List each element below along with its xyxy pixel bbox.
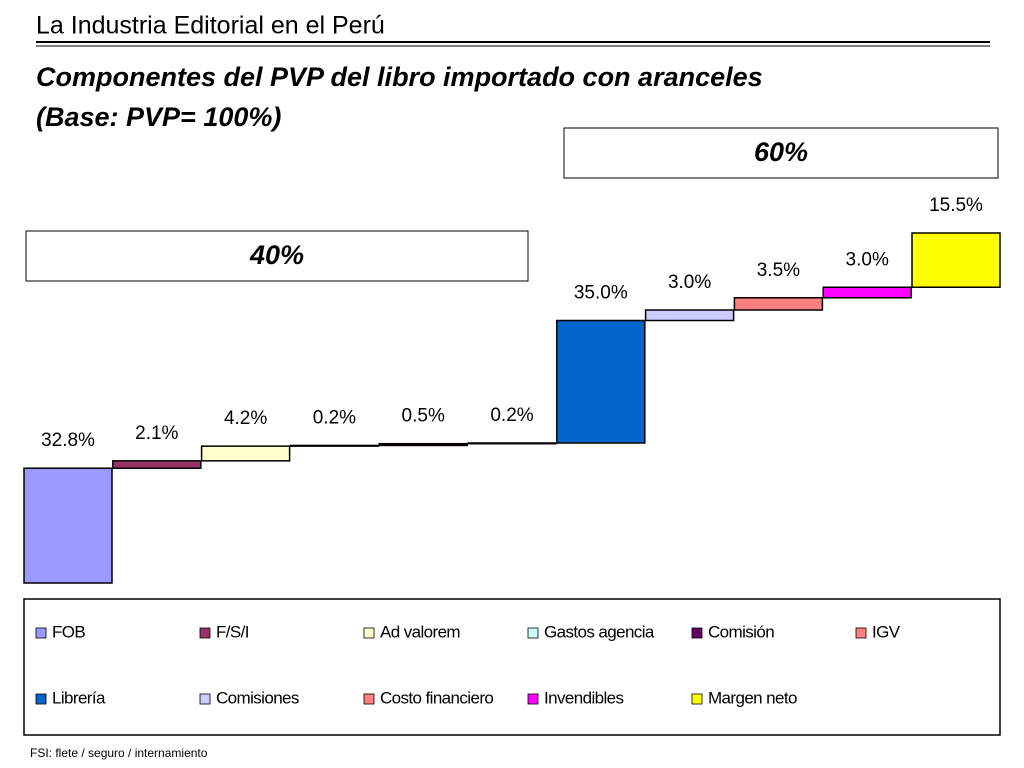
- legend-label: IGV: [872, 622, 901, 641]
- legend-swatch: [691, 627, 703, 639]
- legend-swatch: [35, 627, 47, 639]
- data-label: 0.2%: [490, 405, 533, 426]
- data-label: 3.0%: [846, 249, 889, 270]
- data-label: 32.8%: [41, 430, 95, 451]
- legend-label: Costo financiero: [380, 688, 493, 707]
- legend-swatch: [527, 627, 539, 639]
- legend-swatch: [199, 693, 211, 705]
- legend-swatch: [363, 693, 375, 705]
- bar: [822, 286, 912, 299]
- chart-subtitle: (Base: PVP= 100%): [36, 102, 281, 132]
- header-title: La Industria Editorial en el Perú: [36, 12, 385, 40]
- legend-label: Ad valorem: [380, 622, 460, 641]
- group-label: 60%: [754, 137, 808, 167]
- legend-label: Gastos agencia: [544, 622, 655, 641]
- data-label: 15.5%: [929, 195, 983, 216]
- legend-label: Librería: [52, 688, 106, 707]
- bar: [733, 297, 824, 311]
- legend-swatch: [35, 693, 47, 705]
- data-label: 4.2%: [224, 408, 267, 429]
- data-label: 3.0%: [668, 272, 711, 293]
- group-box: [563, 127, 999, 179]
- legend-label: FOB: [52, 622, 85, 641]
- data-label: 35.0%: [574, 283, 628, 304]
- data-label: 0.2%: [313, 407, 356, 428]
- bar: [378, 442, 468, 447]
- legend-label: Margen neto: [708, 688, 797, 707]
- legend-swatch: [691, 693, 703, 705]
- bar: [644, 309, 735, 322]
- bar: [467, 442, 557, 445]
- legend-label: Comisiones: [216, 688, 299, 707]
- bar: [200, 445, 291, 462]
- legend-swatch: [527, 693, 539, 705]
- group-box: [25, 230, 529, 282]
- bar: [289, 444, 380, 447]
- bar: [911, 232, 1001, 288]
- chart-title: Componentes del PVP del libro importado …: [36, 62, 763, 92]
- data-label: 2.1%: [135, 423, 178, 444]
- bar: [112, 460, 202, 469]
- legend-swatch: [855, 627, 867, 639]
- data-label: 3.5%: [757, 260, 800, 281]
- legend-label: Invendibles: [544, 688, 624, 707]
- legend-swatch: [363, 627, 375, 639]
- footnote: FSI: flete / seguro / internamiento: [30, 746, 208, 760]
- legend-label: F/S/I: [216, 622, 249, 641]
- bar: [23, 467, 113, 584]
- legend-box: [23, 598, 1001, 736]
- bar: [556, 319, 646, 444]
- group-label: 40%: [249, 240, 304, 270]
- legend-swatch: [199, 627, 211, 639]
- legend-label: Comisión: [708, 622, 774, 641]
- data-label: 0.5%: [402, 406, 445, 427]
